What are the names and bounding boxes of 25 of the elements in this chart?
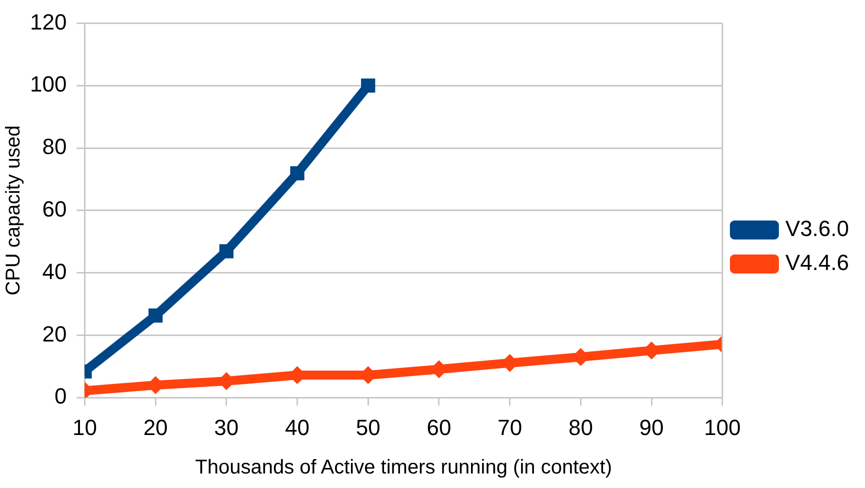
y-tick-label: 80 <box>42 134 67 160</box>
x-tick-label: 60 <box>426 414 452 440</box>
point <box>148 308 163 323</box>
y-tick-label: 60 <box>42 196 67 222</box>
y-tick-label: 100 <box>30 72 67 97</box>
y-tick-label: 0 <box>54 384 67 409</box>
x-tick-label: 20 <box>143 414 168 440</box>
x-tick-label: 30 <box>214 414 239 440</box>
y-axis-title: CPU capacity used <box>2 125 25 296</box>
point <box>290 166 304 180</box>
y-tick-label: 120 <box>30 9 67 34</box>
x-tick-label: 80 <box>568 414 593 440</box>
x-tick-label: 90 <box>639 414 664 440</box>
x-axis-title: Thousands of Active timers running (in context) <box>195 456 612 479</box>
point <box>361 78 376 93</box>
x-tick-label: 50 <box>356 414 380 440</box>
point <box>219 244 234 258</box>
x-tick-label: 10 <box>72 414 97 440</box>
y-tick-label: 40 <box>42 258 67 284</box>
legend-label: V3.6.0 <box>785 216 850 242</box>
x-tick-label: 70 <box>498 414 522 440</box>
x-tick-label: 100 <box>704 414 741 440</box>
y-tick-label: 20 <box>42 321 67 346</box>
x-tick-label: 40 <box>285 414 310 440</box>
legend-label: V4.4.6 <box>785 250 850 276</box>
